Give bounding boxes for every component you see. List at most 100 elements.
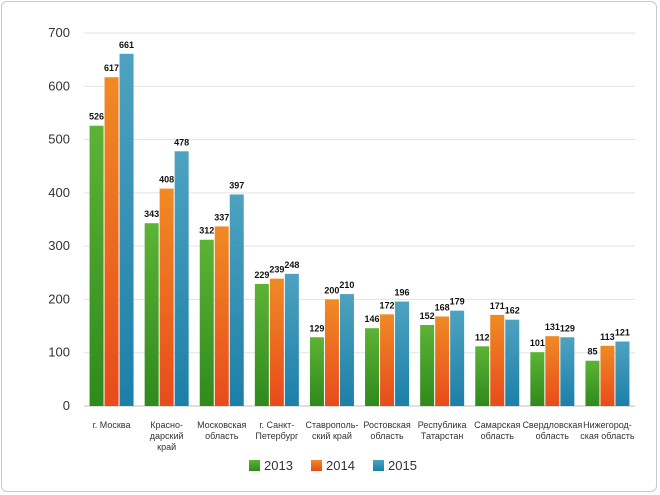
legend-swatch: [311, 460, 322, 471]
x-tick-label-line: область: [536, 431, 570, 441]
data-label: 248: [284, 260, 299, 270]
x-tick-label-line: г. Санкт-: [259, 420, 294, 430]
bar: [159, 188, 174, 406]
y-tick-label: 100: [48, 345, 70, 360]
bar: [505, 319, 520, 406]
bar: [229, 194, 244, 406]
bar: [324, 299, 339, 406]
data-label: 85: [587, 347, 597, 357]
data-label: 239: [269, 265, 284, 275]
x-tick-label: Ставрополь-ский край: [305, 420, 358, 441]
data-label: 131: [545, 322, 560, 332]
data-label: 101: [530, 338, 545, 348]
bar: [615, 341, 630, 406]
bar: [269, 278, 284, 406]
bar: [490, 314, 505, 406]
x-tick-label-line: Республика: [418, 420, 467, 430]
legend-label: 2014: [326, 458, 355, 473]
bar: [254, 283, 269, 406]
x-tick-label-line: область: [481, 431, 515, 441]
bar: [420, 325, 435, 406]
data-label: 152: [420, 311, 435, 321]
data-label: 196: [395, 288, 410, 298]
x-tick-label-line: ский край: [312, 431, 352, 441]
y-tick-label: 300: [48, 238, 70, 253]
x-tick-label: Нижегород-ская область: [580, 420, 635, 441]
x-tick-label: Московская область: [197, 420, 246, 441]
data-label: 229: [254, 270, 269, 280]
bar: [545, 336, 560, 406]
x-tick-label: Свердловская область: [522, 420, 582, 441]
data-label: 162: [505, 306, 520, 316]
x-tick-label-line: Красно-: [150, 420, 183, 430]
bar: [475, 346, 490, 406]
x-tick-label-line: Свердловская: [522, 420, 582, 430]
data-label: 146: [365, 314, 380, 324]
x-tick-label-line: Нижегород-: [583, 420, 632, 430]
bar: [380, 314, 395, 406]
y-tick-label: 0: [63, 398, 70, 413]
data-label: 129: [309, 323, 324, 333]
bar: [600, 345, 615, 406]
bar: [365, 328, 380, 406]
bar: [435, 316, 450, 406]
x-tick-label: Красно-дарский край: [150, 420, 184, 452]
x-tick-label-line: Татарстан: [421, 431, 463, 441]
x-tick-label-line: ская область: [580, 431, 635, 441]
data-label: 661: [119, 40, 134, 50]
x-tick-label-line: Московская: [197, 420, 246, 430]
x-tick-label-line: Ростовская: [363, 420, 410, 430]
legend-swatch: [249, 460, 260, 471]
bar: [119, 53, 134, 406]
data-label: 337: [214, 212, 229, 222]
bar: [309, 337, 324, 406]
data-label: 200: [324, 285, 339, 295]
bar: [284, 273, 299, 406]
bar: [530, 352, 545, 406]
x-tick-label-line: Петербург: [255, 431, 299, 441]
y-tick-label: 600: [48, 78, 70, 93]
bar: [339, 294, 354, 406]
x-tick-label-line: Самарская: [474, 420, 520, 430]
bar: [560, 337, 575, 406]
data-label: 526: [89, 112, 104, 122]
data-label: 113: [600, 332, 615, 342]
data-label: 179: [450, 297, 465, 307]
x-tick-label: Ростовская область: [363, 420, 410, 441]
x-tick-label: Республика Татарстан: [418, 420, 467, 441]
data-label: 210: [339, 280, 354, 290]
x-tick-label: г. Санкт-Петербург: [255, 420, 299, 441]
bar: [89, 125, 104, 407]
legend-swatch: [373, 460, 384, 471]
x-tick-label-line: Ставрополь-: [305, 420, 358, 430]
data-label: 408: [159, 175, 174, 185]
data-label: 397: [229, 180, 244, 190]
legend-label: 2015: [388, 458, 417, 473]
bar: [174, 151, 189, 406]
data-label: 171: [490, 301, 505, 311]
bar: [395, 301, 410, 406]
x-tick-label-line: область: [205, 431, 239, 441]
bar: [585, 360, 600, 406]
bar: [199, 239, 214, 406]
bar: [144, 223, 159, 406]
data-label: 617: [104, 63, 119, 73]
legend-label: 2013: [264, 458, 293, 473]
data-label: 168: [435, 302, 450, 312]
x-tick-label: г. Москва: [93, 420, 131, 430]
data-label: 343: [144, 209, 159, 219]
x-tick-label: Самарская область: [474, 420, 520, 441]
x-tick-label-line: г. Москва: [93, 420, 131, 430]
x-tick-label-line: край: [157, 442, 176, 452]
y-tick-label: 200: [48, 291, 70, 306]
data-label: 112: [475, 332, 490, 342]
x-tick-label-line: область: [370, 431, 404, 441]
bar: [214, 226, 229, 406]
y-tick-label: 400: [48, 185, 70, 200]
data-label: 478: [174, 137, 189, 147]
data-label: 129: [560, 323, 575, 333]
y-tick-label: 500: [48, 132, 70, 147]
y-tick-label: 700: [48, 25, 70, 40]
data-label: 172: [380, 300, 395, 310]
